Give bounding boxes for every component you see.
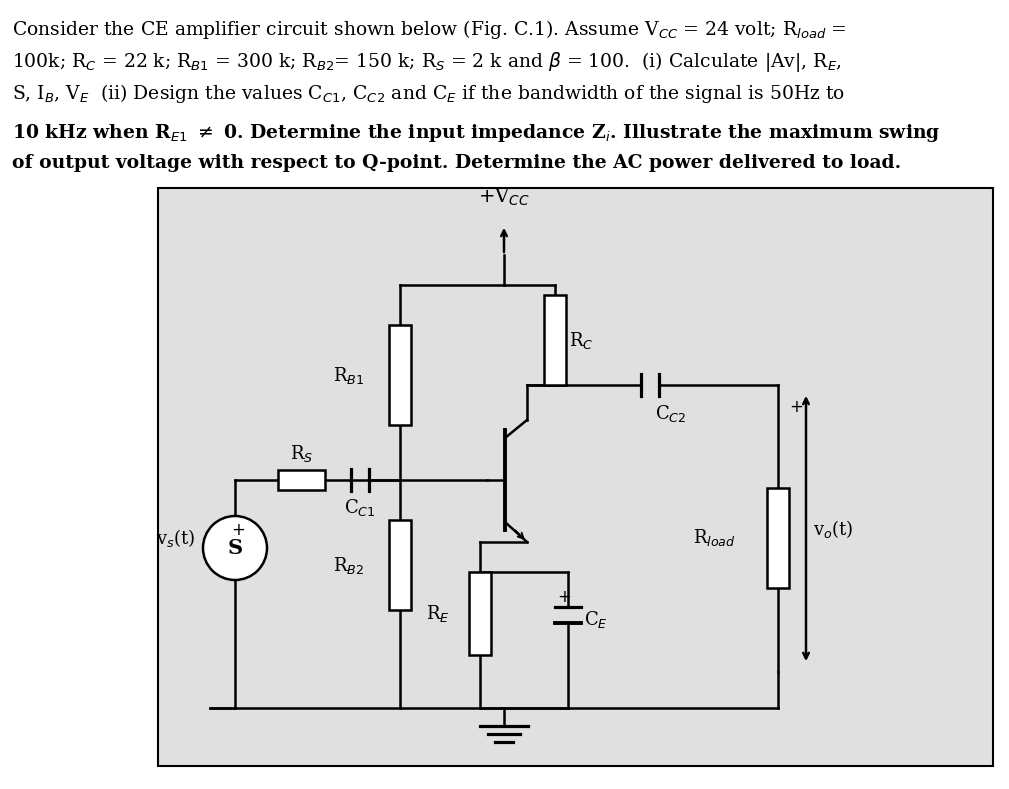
Bar bbox=[389, 325, 411, 425]
Bar bbox=[767, 488, 789, 588]
Text: 100k; R$_C$ = 22 k; R$_{B1}$ = 300 k; R$_{B2}$= 150 k; R$_S$ = 2 k and $\beta$ =: 100k; R$_C$ = 22 k; R$_{B1}$ = 300 k; R$… bbox=[12, 50, 842, 74]
Text: R$_E$: R$_E$ bbox=[427, 603, 450, 624]
Text: R$_S$: R$_S$ bbox=[290, 443, 313, 464]
Text: R$_C$: R$_C$ bbox=[569, 330, 593, 350]
Text: S, I$_B$, V$_E$  (ii) Design the values C$_{C1}$, C$_{C2}$ and C$_E$ if the band: S, I$_B$, V$_E$ (ii) Design the values C… bbox=[12, 82, 846, 105]
Text: of output voltage with respect to Q-point. Determine the AC power delivered to l: of output voltage with respect to Q-poin… bbox=[12, 154, 901, 172]
Text: $+$: $+$ bbox=[557, 588, 571, 606]
Circle shape bbox=[203, 516, 267, 580]
Text: R$_{B2}$: R$_{B2}$ bbox=[333, 555, 364, 575]
Bar bbox=[278, 470, 325, 490]
Text: $+$: $+$ bbox=[789, 398, 803, 416]
Text: S: S bbox=[227, 538, 242, 558]
Text: R$_{load}$: R$_{load}$ bbox=[693, 528, 736, 548]
Bar bbox=[544, 295, 566, 385]
Bar bbox=[158, 188, 993, 766]
Bar bbox=[469, 572, 491, 655]
Bar bbox=[389, 520, 411, 610]
Text: C$_{C1}$: C$_{C1}$ bbox=[344, 497, 375, 518]
Text: $+$: $+$ bbox=[231, 521, 245, 539]
Text: C$_{C2}$: C$_{C2}$ bbox=[655, 403, 686, 424]
Text: 10 kHz when R$_{E1}$ $\neq$ 0. Determine the input impedance Z$_i$. Illustrate t: 10 kHz when R$_{E1}$ $\neq$ 0. Determine… bbox=[12, 122, 940, 144]
Text: Consider the CE amplifier circuit shown below (Fig. C.1). Assume V$_{CC}$ = 24 v: Consider the CE amplifier circuit shown … bbox=[12, 18, 847, 41]
Text: $+$V$_{CC}$: $+$V$_{CC}$ bbox=[478, 187, 530, 208]
Text: v$_s$(t): v$_s$(t) bbox=[155, 527, 195, 549]
Text: v$_o$(t): v$_o$(t) bbox=[813, 518, 854, 540]
Text: R$_{B1}$: R$_{B1}$ bbox=[333, 365, 364, 386]
Text: C$_E$: C$_E$ bbox=[584, 608, 607, 630]
